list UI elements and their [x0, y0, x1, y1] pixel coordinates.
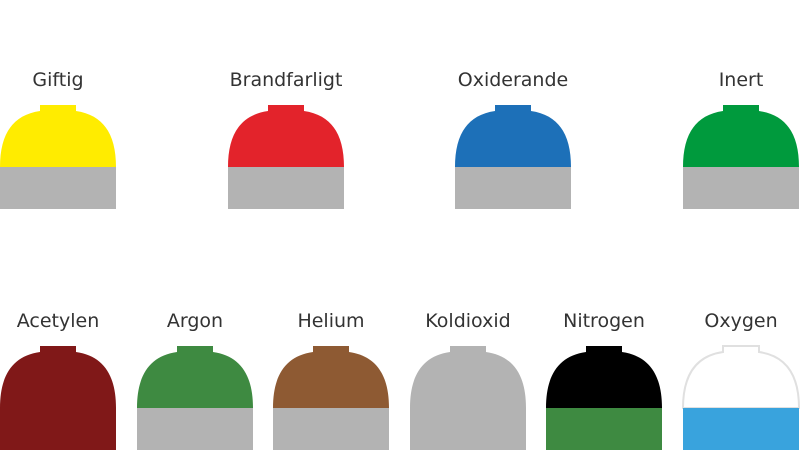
- cylinder-label: Oxiderande: [458, 69, 568, 91]
- cylinder-body: [683, 408, 799, 450]
- cylinder-shoulder: [683, 105, 799, 167]
- cylinder-body: [273, 408, 389, 450]
- cylinder-body: [455, 167, 571, 209]
- cylinder-label: Giftig: [32, 69, 83, 91]
- cylinder-label: Argon: [167, 310, 223, 332]
- cylinder-shoulder: [455, 105, 571, 167]
- cylinder-label: Brandfarligt: [230, 69, 343, 91]
- cylinder-body: [0, 167, 116, 209]
- cylinder-shoulder: [410, 346, 526, 408]
- cylinder-label: Acetylen: [17, 310, 100, 332]
- cylinder-label: Helium: [297, 310, 364, 332]
- cylinder-shoulder: [228, 105, 344, 167]
- cylinder-body: [546, 408, 662, 450]
- cylinder-shoulder: [546, 346, 662, 408]
- cylinder-body: [0, 408, 116, 450]
- cylinder-body: [683, 167, 799, 209]
- cylinder-shoulder: [681, 345, 800, 409]
- cylinder-body: [137, 408, 253, 450]
- cylinder-label: Koldioxid: [425, 310, 510, 332]
- cylinder-label: Nitrogen: [563, 310, 645, 332]
- cylinder-body: [228, 167, 344, 209]
- cylinder-shoulder: [0, 346, 116, 408]
- cylinder-shoulder: [0, 105, 116, 167]
- cylinder-shoulder: [137, 346, 253, 408]
- cylinder-body: [410, 408, 526, 450]
- cylinder-label: Inert: [719, 69, 764, 91]
- cylinder-label: Oxygen: [704, 310, 777, 332]
- cylinder-shoulder: [273, 346, 389, 408]
